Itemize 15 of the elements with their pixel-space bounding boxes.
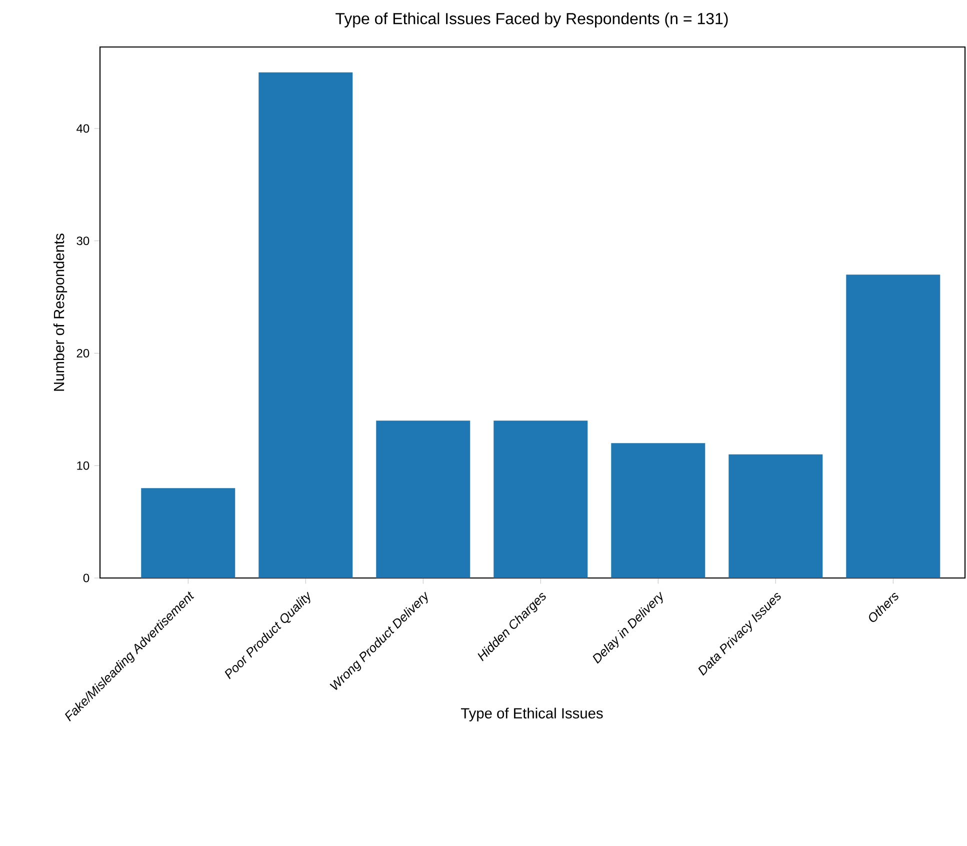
chart-title: Type of Ethical Issues Faced by Respondents (n = 131) [336,12,728,28]
bar [846,274,940,578]
bar [376,420,470,578]
bar [494,420,588,578]
bar [258,72,353,578]
bar [611,443,706,578]
y-tick-label: 20 [76,348,90,358]
y-tick-label: 40 [76,124,90,133]
bar [728,454,823,578]
y-tick-label: 10 [77,461,90,470]
y-tick-label: 30 [76,236,90,246]
y-tick-label: 0 [83,574,90,582]
x-axis-title: Type of Ethical Issues [460,708,603,722]
y-axis-title: Number of Respondents [53,234,68,391]
bar [141,488,236,578]
